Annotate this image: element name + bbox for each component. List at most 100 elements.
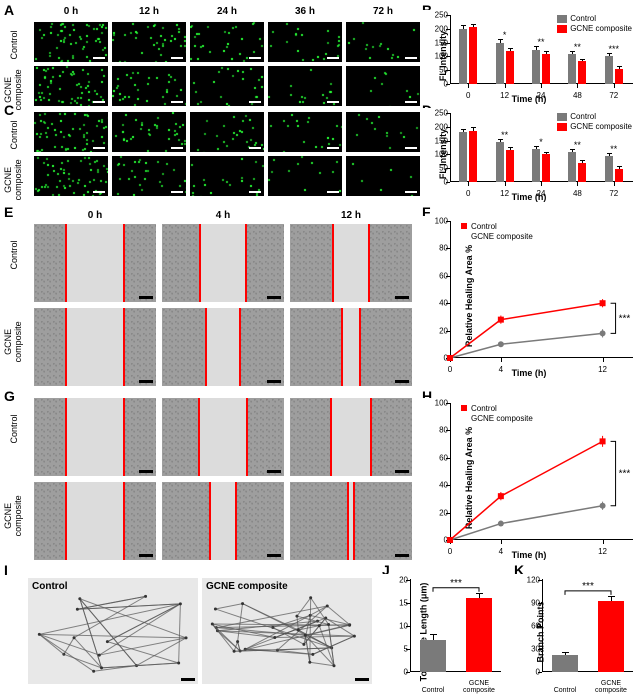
legend-control-label: Control xyxy=(570,112,596,121)
scalebar-icon xyxy=(395,296,409,299)
row-label-g-gcne: GCNEcomposite xyxy=(4,492,24,540)
scalebar-icon xyxy=(181,678,195,681)
tube-label-control: Control xyxy=(32,581,68,592)
significance-marker: ** xyxy=(610,144,617,154)
migration-cell xyxy=(162,482,284,560)
row-label-e-gcne: GCNEcomposite xyxy=(4,318,24,366)
scalebar-icon xyxy=(267,554,281,557)
tube-image-gcne: GCNE composite xyxy=(202,578,372,684)
migration-cell xyxy=(162,308,284,386)
legend-gcne-label: GCNE composite xyxy=(570,24,632,33)
scalebar-icon xyxy=(139,296,153,299)
row-label-a-gcne: GCNEcomposite xyxy=(4,66,24,114)
fluor-cell xyxy=(346,66,420,106)
bar-control xyxy=(568,152,576,182)
legend-b: Control GCNE composite xyxy=(557,14,632,34)
tube-label-gcne: GCNE composite xyxy=(206,581,288,592)
chart-k: Branch Points 0306090120ControlGCNE comp… xyxy=(512,574,638,690)
scalebar-icon xyxy=(249,57,261,59)
scalebar-icon xyxy=(327,101,339,103)
row-label-c-control: Control xyxy=(9,115,19,155)
fluor-cell xyxy=(190,66,264,106)
scalebar-icon xyxy=(395,380,409,383)
scalebar-icon xyxy=(139,470,153,473)
scalebar-icon xyxy=(267,470,281,473)
significance-marker: *** xyxy=(609,44,620,54)
row-label-g-control: Control xyxy=(9,409,19,449)
scalebar-icon xyxy=(171,57,183,59)
chart-j: Total Tube Length (μm) 05101520ControlGC… xyxy=(380,574,506,690)
bar-gcne xyxy=(506,51,514,84)
axis-y xyxy=(450,113,451,182)
bar-control xyxy=(532,50,540,85)
scalebar-icon xyxy=(171,191,183,193)
fluor-cell xyxy=(346,22,420,62)
migration-cell xyxy=(34,224,156,302)
fluor-cell xyxy=(34,22,108,62)
significance-marker: * xyxy=(539,137,543,147)
significance-marker: ** xyxy=(537,37,544,47)
row-label-c-gcne: GCNEcomposite xyxy=(4,156,24,204)
fluor-cell xyxy=(268,112,342,152)
bar-gcne xyxy=(469,131,477,182)
scalebar-icon xyxy=(327,147,339,149)
scalebar-icon xyxy=(93,147,105,149)
fluor-cell xyxy=(268,22,342,62)
bar-gcne xyxy=(506,150,514,182)
scalebar-icon xyxy=(267,380,281,383)
row-label-a-control: Control xyxy=(9,25,19,65)
legend-gcne-label: GCNE composite xyxy=(570,122,632,131)
fluor-header: 72 h xyxy=(369,6,397,17)
fluor-cell xyxy=(346,112,420,152)
scalebar-icon xyxy=(139,554,153,557)
significance-marker: * xyxy=(503,30,507,40)
fluor-header: 0 h xyxy=(57,6,85,17)
fluor-cell xyxy=(34,66,108,106)
bar-gcne xyxy=(542,154,550,182)
significance-marker: ** xyxy=(574,42,581,52)
migration-cell xyxy=(34,308,156,386)
bar-control xyxy=(605,56,613,84)
scalebar-icon xyxy=(93,191,105,193)
bar-gcne xyxy=(542,54,550,84)
scalebar-icon xyxy=(327,57,339,59)
bar-gcne xyxy=(615,169,623,182)
scalebar-icon xyxy=(395,470,409,473)
migration-cell xyxy=(290,482,412,560)
scalebar-icon xyxy=(139,380,153,383)
scalebar-icon xyxy=(355,678,369,681)
fluor-cell xyxy=(190,112,264,152)
bar-gcne xyxy=(578,61,586,84)
migration-cell xyxy=(290,224,412,302)
migration-cell xyxy=(162,398,284,476)
panel-label-g: G xyxy=(4,388,15,404)
scalebar-icon xyxy=(249,191,261,193)
migration-header: 12 h xyxy=(337,210,365,221)
migration-cell xyxy=(34,398,156,476)
legend-d: Control GCNE composite xyxy=(557,112,632,132)
significance-marker: ** xyxy=(501,130,508,140)
fluor-cell xyxy=(34,156,108,196)
scalebar-icon xyxy=(249,101,261,103)
scalebar-icon xyxy=(405,57,417,59)
migration-cell xyxy=(290,398,412,476)
scalebar-icon xyxy=(93,101,105,103)
bar-control xyxy=(605,156,613,182)
bar-gcne xyxy=(615,69,623,84)
fluor-cell xyxy=(112,66,186,106)
scalebar-icon xyxy=(405,147,417,149)
scalebar-icon xyxy=(327,191,339,193)
fluor-header: 24 h xyxy=(213,6,241,17)
fluor-cell xyxy=(268,66,342,106)
bar-control xyxy=(568,54,576,84)
legend-control-label: Control xyxy=(570,14,596,23)
scalebar-icon xyxy=(405,191,417,193)
tube-image-control: Control xyxy=(28,578,198,684)
bar-control xyxy=(496,142,504,182)
fluor-cell xyxy=(112,156,186,196)
bar-control xyxy=(459,132,467,182)
row-label-e-control: Control xyxy=(9,235,19,275)
scalebar-icon xyxy=(405,101,417,103)
fluor-cell xyxy=(190,156,264,196)
svg-text:***: *** xyxy=(582,581,594,592)
